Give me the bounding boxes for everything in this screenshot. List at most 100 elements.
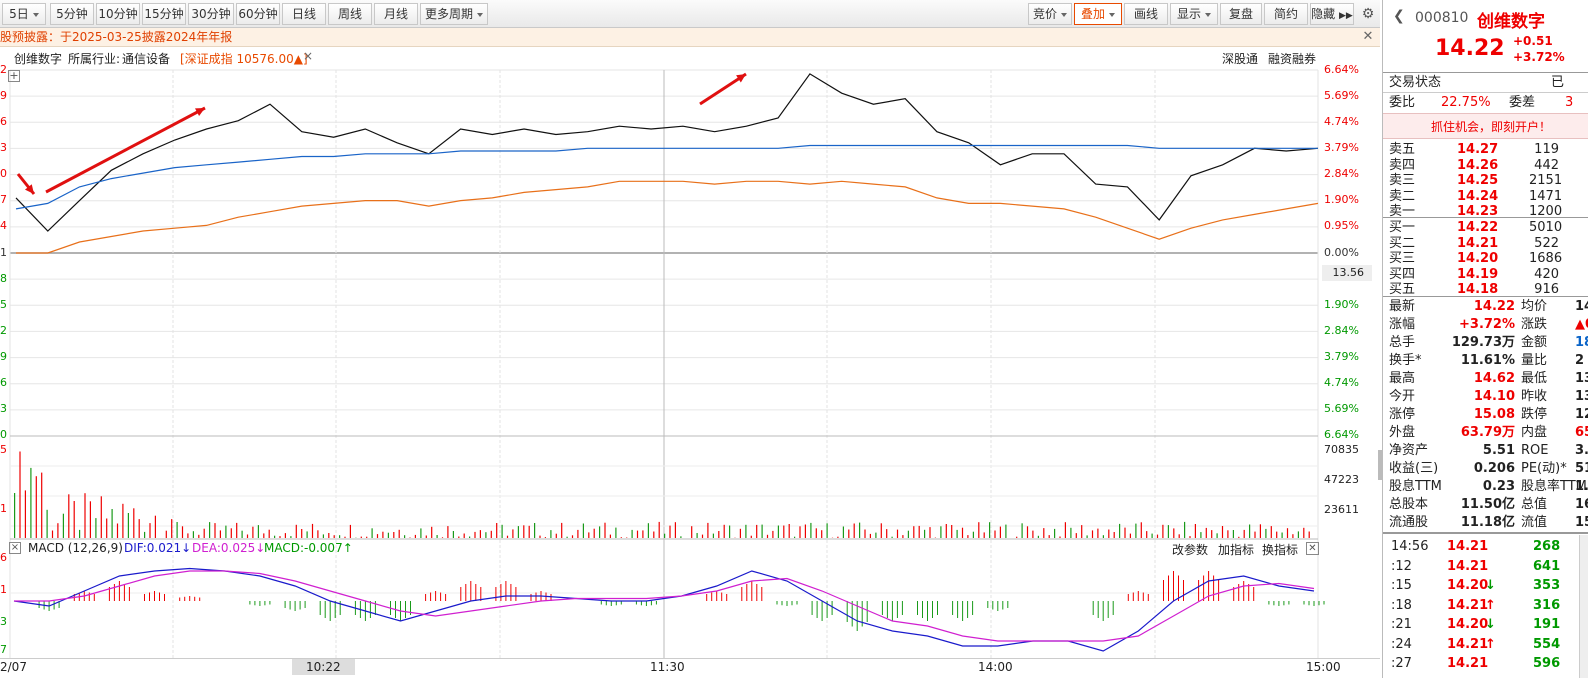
period-60min-button[interactable]: 60分钟 xyxy=(236,3,280,25)
buy-order-row[interactable]: 买一 14.22 5010 xyxy=(1389,219,1588,237)
tick-row[interactable]: :12 14.21 641 xyxy=(1389,558,1588,576)
volume-bar xyxy=(1216,533,1218,538)
add-indicator-button[interactable]: 加指标 xyxy=(1218,543,1255,557)
buy-order-row[interactable]: 买三 14.20 1686 xyxy=(1389,250,1588,268)
change-params-button[interactable]: 改参数 xyxy=(1172,543,1209,557)
stat-row[interactable]: 净资产 5.51 ROE 3.0 xyxy=(1389,442,1588,460)
stat-row[interactable]: 换手* 11.61% 量比 2 xyxy=(1389,352,1588,370)
volume-bar xyxy=(333,535,335,538)
period-10min-button[interactable]: 10分钟 xyxy=(96,3,140,25)
stat-label: 涨跌 xyxy=(1521,317,1548,332)
close-icon[interactable]: ✕ xyxy=(1362,29,1374,44)
order-price: 14.20 xyxy=(1457,251,1499,266)
macd-left-label: 1 xyxy=(0,583,7,596)
buy-order-row[interactable]: 买五 14.18 916 xyxy=(1389,281,1588,299)
overlay-dropdown[interactable]: 叠加 xyxy=(1074,3,1122,25)
time-1400: 14:00 xyxy=(978,660,1013,674)
volume-bar xyxy=(246,534,249,538)
overlay-index[interactable]: [深证成指 10576.00▲] xyxy=(180,52,308,66)
promo-banner[interactable]: 抓住机会，即刻开户！ xyxy=(1383,113,1588,139)
volume-bar xyxy=(404,535,406,538)
volume-bar xyxy=(409,537,411,538)
auction-dropdown[interactable]: 竞价 xyxy=(1028,3,1072,25)
right-axis-label: 0.00% xyxy=(1324,246,1359,259)
panel-splitter[interactable] xyxy=(1378,450,1383,480)
annotations xyxy=(16,72,747,195)
stat-row[interactable]: 最高 14.62 最低 13 xyxy=(1389,370,1588,388)
volume-bar xyxy=(62,513,64,538)
order-label: 买二 xyxy=(1389,235,1416,251)
tick-row[interactable]: 14:56 14.21 268 xyxy=(1389,538,1588,556)
volume-bar xyxy=(886,529,888,538)
margin-trading-tag[interactable]: 融资融券 xyxy=(1268,52,1317,66)
hide-button[interactable]: 隐藏 ▶▶ xyxy=(1310,3,1354,25)
tick-row[interactable]: :18 14.21 ↑ 316 xyxy=(1389,597,1588,615)
stat-row[interactable]: 收益(三) 0.206 PE(动)* 51 xyxy=(1389,460,1588,478)
settings-icon[interactable]: ⚙ xyxy=(1361,6,1375,22)
hk-connect-tag[interactable]: 深股通 xyxy=(1222,52,1259,66)
period-month-button[interactable]: 月线 xyxy=(374,3,418,25)
period-day-button[interactable]: 日线 xyxy=(282,3,326,25)
tick-row[interactable]: :27 14.21 596 xyxy=(1389,655,1588,673)
volume-bar xyxy=(620,537,622,538)
buy-order-row[interactable]: 买四 14.19 420 xyxy=(1389,266,1588,284)
replay-button[interactable]: 复盘 xyxy=(1220,3,1262,25)
intraday-chart[interactable] xyxy=(0,66,1380,678)
period-15min-button[interactable]: 15分钟 xyxy=(142,3,186,25)
order-price: 14.21 xyxy=(1457,235,1499,251)
sell-order-row[interactable]: 卖五 14.27 119 xyxy=(1389,141,1588,159)
industry-label: 所属行业: xyxy=(68,52,121,66)
tick-arrow: ↓ xyxy=(1485,578,1496,593)
tick-row[interactable]: :24 14.21 ↑ 554 xyxy=(1389,636,1588,654)
volume-bar xyxy=(815,528,817,538)
switch-indicator-button[interactable]: 换指标 xyxy=(1262,543,1299,557)
volume-bar xyxy=(1048,535,1050,538)
buy-order-row[interactable]: 买二 14.21 522 xyxy=(1389,235,1588,253)
sell-order-row[interactable]: 卖一 14.23 1200 xyxy=(1389,203,1588,221)
tick-volume: 353 xyxy=(1533,578,1561,593)
more-periods-dropdown[interactable]: 更多周期 xyxy=(420,3,488,25)
volume-bar xyxy=(582,523,584,538)
period-30min-button[interactable]: 30分钟 xyxy=(188,3,234,25)
right-axis-label: 2.84% xyxy=(1324,167,1359,180)
volume-bar xyxy=(783,525,785,538)
stat-row[interactable]: 涨停 15.08 跌停 12 xyxy=(1389,406,1588,424)
volume-bar xyxy=(452,531,454,538)
tick-price: 14.21 xyxy=(1447,656,1489,671)
volume-bar xyxy=(360,536,362,538)
remove-overlay-icon[interactable]: × xyxy=(303,49,314,63)
macd-left-label: 3 xyxy=(0,615,7,628)
prev-stock-icon[interactable]: ❮ xyxy=(1393,8,1405,24)
volume-bar xyxy=(214,523,216,538)
expand-icon[interactable]: + xyxy=(8,69,20,82)
simple-button[interactable]: 简约 xyxy=(1264,3,1308,25)
tick-row[interactable]: :15 14.20 ↓ 353 xyxy=(1389,577,1588,595)
volume-axis-label: 70835 xyxy=(1324,443,1359,456)
collapse-icon[interactable]: × xyxy=(9,542,21,554)
stat-row[interactable]: 今开 14.10 昨收 13 xyxy=(1389,388,1588,406)
sell-order-row[interactable]: 卖三 14.25 2151 xyxy=(1389,172,1588,190)
promo-text[interactable]: 抓住机会，即刻开户！ xyxy=(1431,120,1552,134)
macd-left-label: 6 xyxy=(0,551,7,564)
volume-bar xyxy=(978,522,980,538)
tick-scrollbar[interactable] xyxy=(1579,535,1588,678)
stat-row[interactable]: 最新 14.22 均价 14 xyxy=(1389,298,1588,316)
series-line xyxy=(15,144,1318,210)
close-macd-icon[interactable]: ✕ xyxy=(1306,542,1319,555)
period-5day-button[interactable]: 5日 xyxy=(2,3,46,25)
draw-line-button[interactable]: 画线 xyxy=(1124,3,1168,25)
sell-order-row[interactable]: 卖二 14.24 1471 xyxy=(1389,188,1588,206)
period-5min-button[interactable]: 5分钟 xyxy=(50,3,94,25)
period-week-button[interactable]: 周线 xyxy=(328,3,372,25)
sell-order-row[interactable]: 卖四 14.26 442 xyxy=(1389,157,1588,175)
industry-link[interactable]: 通信设备 xyxy=(122,52,171,66)
tick-row[interactable]: :21 14.20 ↓ 191 xyxy=(1389,616,1588,634)
display-dropdown[interactable]: 显示 xyxy=(1170,3,1218,25)
stat-row[interactable]: 涨幅 +3.72% 涨跌 ▲0 xyxy=(1389,316,1588,334)
volume-bar xyxy=(918,525,920,538)
